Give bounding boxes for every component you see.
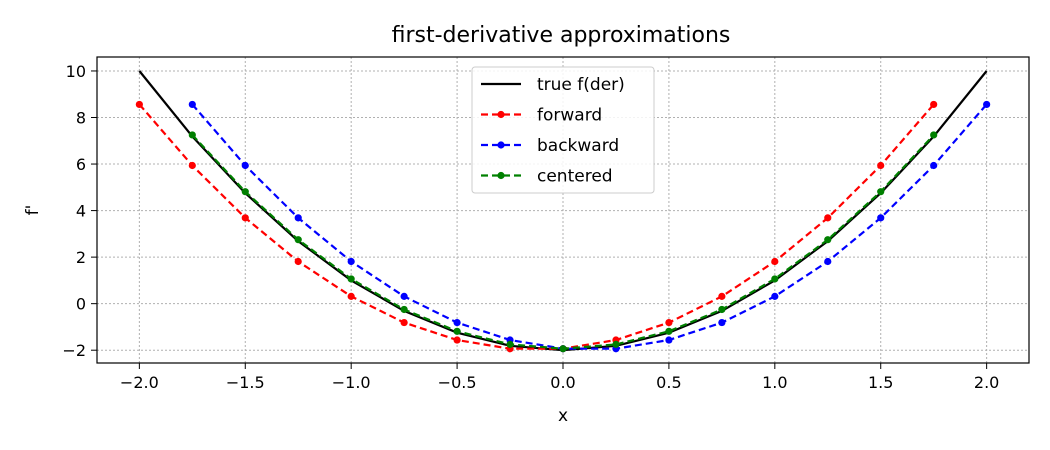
x-tick-label: 1.0 bbox=[762, 373, 787, 392]
data-point bbox=[188, 161, 196, 170]
legend-label: centered bbox=[537, 167, 613, 187]
data-point bbox=[294, 214, 302, 222]
legend-entry: centered bbox=[481, 167, 613, 187]
data-point bbox=[400, 292, 408, 300]
data-point bbox=[665, 318, 673, 327]
legend-entry: backward bbox=[481, 136, 619, 156]
y-tick-label: 10 bbox=[66, 62, 86, 81]
data-point bbox=[877, 188, 885, 196]
legend-label: forward bbox=[537, 106, 602, 126]
data-point bbox=[347, 275, 355, 283]
legend-label: backward bbox=[537, 136, 619, 156]
legend-label: true f(der) bbox=[537, 75, 625, 95]
plot-series bbox=[135, 70, 991, 353]
data-point bbox=[877, 161, 885, 170]
x-tick-label: 1.5 bbox=[868, 373, 893, 392]
data-point bbox=[400, 305, 408, 314]
data-point bbox=[930, 161, 938, 170]
x-axis-label: x bbox=[558, 406, 568, 426]
x-tick-label: −1.5 bbox=[226, 373, 265, 392]
legend-marker bbox=[497, 110, 505, 119]
x-tick-label: 0.5 bbox=[656, 373, 681, 392]
data-point bbox=[771, 292, 779, 300]
y-tick-label: 8 bbox=[76, 109, 86, 128]
data-point bbox=[718, 318, 726, 327]
y-tick-label: 4 bbox=[76, 202, 86, 221]
data-point bbox=[400, 318, 408, 327]
chart-title: first-derivative approximations bbox=[392, 23, 731, 48]
data-point bbox=[559, 345, 567, 353]
data-point bbox=[930, 131, 938, 139]
x-tick-label: 0.0 bbox=[550, 373, 575, 392]
data-point bbox=[877, 214, 885, 222]
data-point bbox=[241, 214, 249, 222]
data-point bbox=[294, 257, 302, 266]
y-tick-label: −2 bbox=[62, 341, 86, 360]
data-point bbox=[188, 100, 196, 109]
series-line bbox=[138, 103, 935, 350]
legend: true f(der) forward backward centered bbox=[471, 66, 655, 194]
legend-entry: forward bbox=[481, 106, 602, 126]
data-point bbox=[506, 340, 514, 348]
series-3 bbox=[188, 131, 938, 353]
data-point bbox=[824, 257, 832, 266]
data-point bbox=[665, 327, 673, 335]
x-tick-label: −2.0 bbox=[120, 373, 159, 392]
data-point bbox=[718, 305, 726, 314]
data-point bbox=[930, 100, 938, 109]
legend-box bbox=[471, 66, 655, 194]
data-point bbox=[241, 161, 249, 170]
legend-marker bbox=[497, 141, 505, 149]
data-point bbox=[718, 292, 726, 300]
data-point bbox=[453, 336, 461, 344]
data-point bbox=[453, 327, 461, 335]
data-point bbox=[983, 100, 991, 109]
data-point bbox=[188, 131, 196, 139]
data-point bbox=[665, 336, 673, 344]
data-point bbox=[612, 340, 620, 348]
y-tick-label: 2 bbox=[76, 248, 86, 267]
data-point bbox=[771, 275, 779, 283]
data-point bbox=[771, 257, 779, 266]
x-tick-label: −1.0 bbox=[332, 373, 371, 392]
data-point bbox=[824, 214, 832, 222]
data-point bbox=[241, 188, 249, 196]
data-point bbox=[824, 236, 832, 244]
legend-entry: true f(der) bbox=[481, 75, 625, 95]
data-point bbox=[347, 292, 355, 300]
y-axis-label: f' bbox=[23, 205, 43, 216]
series-line bbox=[191, 103, 988, 350]
x-tick-label: −0.5 bbox=[438, 373, 477, 392]
data-point bbox=[294, 236, 302, 244]
data-point bbox=[453, 318, 461, 327]
x-tick-label: 2.0 bbox=[974, 373, 999, 392]
y-tick-label: 6 bbox=[76, 155, 86, 174]
data-point bbox=[347, 257, 355, 266]
y-tick-label: 0 bbox=[76, 295, 86, 314]
legend-marker bbox=[497, 171, 505, 180]
axis-ticks: −2.0 −1.5 −1.0 −0.5 0.0 0.5 1.0 1.5 2.0 −2 0 2 4 6 8 10 bbox=[62, 62, 999, 392]
data-point bbox=[135, 100, 143, 109]
